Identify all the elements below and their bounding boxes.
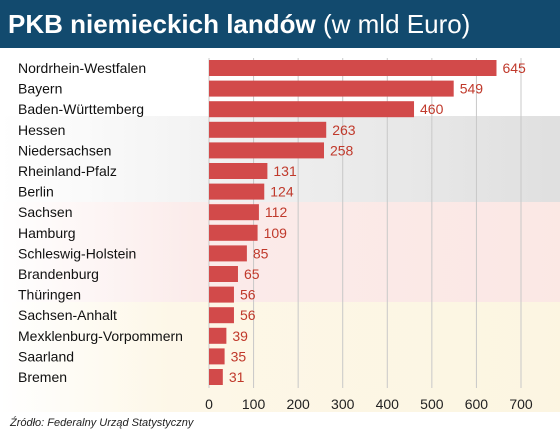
bar [209, 163, 268, 179]
value-label: 35 [231, 348, 247, 364]
category-label: Mexklenburg-Vorpommern [18, 328, 183, 344]
bar [209, 348, 225, 365]
x-tick-label: 100 [242, 396, 266, 412]
flag-stripe-red [0, 202, 560, 302]
category-label: Sachsen-Anhalt [18, 307, 117, 323]
x-tick-label: 200 [286, 396, 310, 412]
category-label: Bayern [18, 81, 62, 97]
x-tick-label: 700 [509, 396, 533, 412]
value-label: 39 [232, 328, 248, 344]
category-label: Niedersachsen [18, 142, 111, 158]
value-label: 124 [270, 184, 294, 200]
category-label: Thüringen [18, 287, 81, 303]
bar-chart: 0 100 200 300 400 500 600 700 Nordrhein-Westfale… [18, 58, 533, 412]
source-note: Źródło: Federalny Urząd Statystyczny [10, 417, 194, 429]
bar [209, 307, 234, 324]
category-label: Brandenburg [18, 266, 99, 282]
bar [209, 369, 223, 385]
value-label: 109 [264, 225, 288, 241]
category-label: Berlin [18, 184, 54, 200]
bar [209, 183, 265, 200]
category-label: Bremen [18, 369, 67, 385]
category-label: Saarland [18, 348, 74, 364]
category-label: Hessen [18, 122, 65, 138]
bar [209, 224, 258, 241]
category-label: Schleswig-Holstein [18, 245, 136, 261]
bar [209, 60, 497, 76]
bar [209, 327, 227, 344]
chart-title: PKB niemieckich landów (w mld Euro) [8, 8, 552, 40]
x-tick-label: 0 [205, 396, 213, 412]
category-label: Hamburg [18, 225, 76, 241]
bar [209, 142, 324, 159]
chart-title-unit: (w mld Euro) [322, 9, 471, 39]
bar [209, 266, 238, 282]
value-label: 645 [502, 60, 526, 76]
bar [209, 80, 454, 97]
x-tick-label: 400 [376, 396, 400, 412]
category-label: Nordrhein-Westfalen [18, 60, 146, 76]
flag-stripe-gold [0, 302, 560, 412]
value-label: 460 [420, 101, 444, 117]
value-label: 258 [330, 142, 354, 158]
title-bar: PKB niemieckich landów (w mld Euro) [0, 0, 560, 48]
value-label: 65 [244, 266, 260, 282]
category-label: Rheinland-Pfalz [18, 163, 117, 179]
category-label: Baden-Württemberg [18, 101, 144, 117]
value-label: 56 [240, 287, 256, 303]
x-tick-label: 500 [420, 396, 444, 412]
value-label: 112 [265, 204, 288, 220]
value-label: 85 [253, 245, 269, 261]
chart-title-main: PKB niemieckich landów [8, 9, 316, 39]
bar [209, 286, 234, 303]
value-label: 131 [273, 163, 297, 179]
bar [209, 121, 327, 138]
bar [209, 245, 247, 262]
value-label: 263 [332, 122, 356, 138]
value-label: 549 [460, 81, 484, 97]
x-tick-label: 300 [331, 396, 355, 412]
value-label: 56 [240, 307, 256, 323]
bar [209, 101, 415, 118]
x-tick-label: 600 [465, 396, 489, 412]
category-label: Sachsen [18, 204, 72, 220]
value-label: 31 [229, 369, 245, 385]
bar [209, 204, 259, 221]
